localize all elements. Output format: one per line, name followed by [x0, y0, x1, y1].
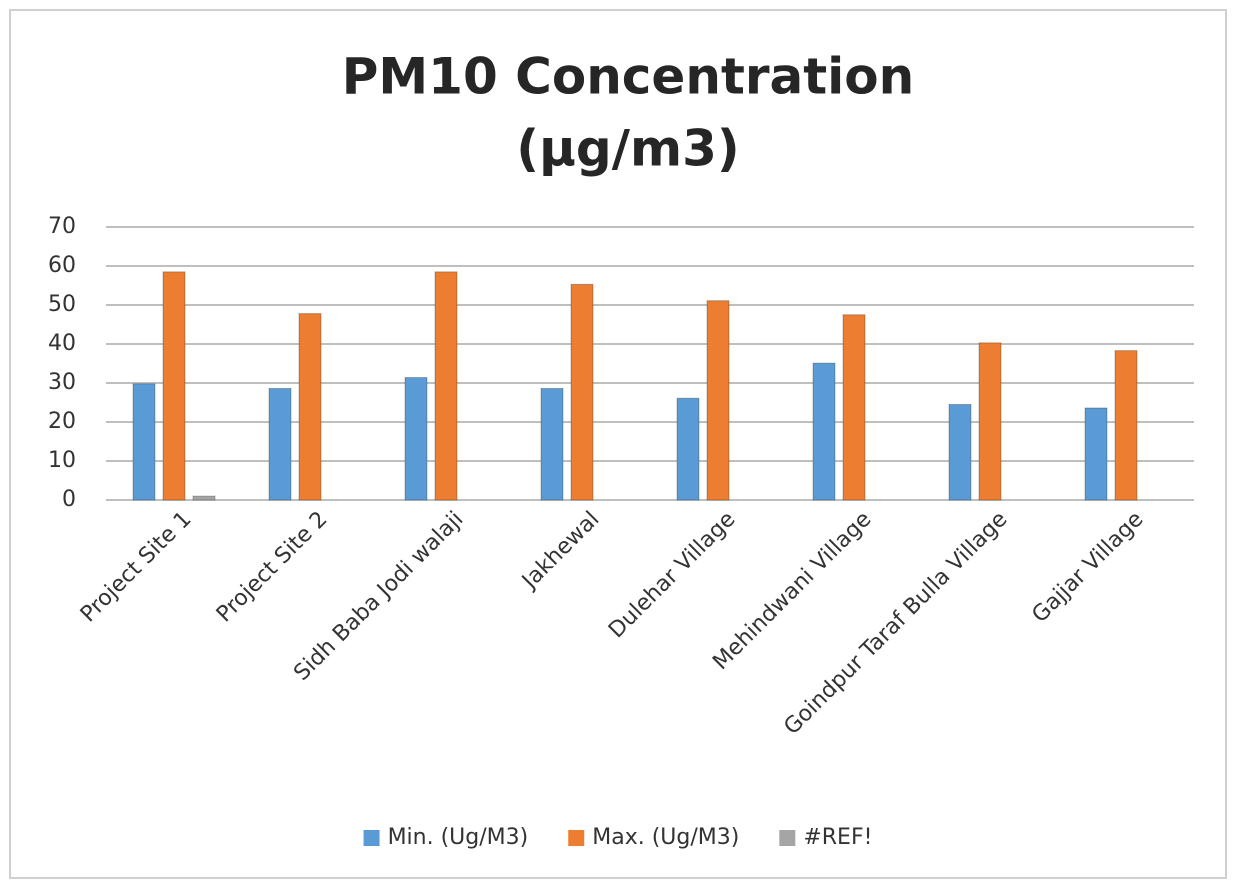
chart-title: (µg/m3)	[516, 120, 739, 178]
legend-swatch	[363, 830, 380, 846]
y-tick-label: 20	[48, 409, 76, 434]
bar	[268, 387, 292, 501]
bar	[162, 271, 186, 501]
bar	[1084, 407, 1108, 501]
legend-label: #REF!	[803, 825, 872, 850]
y-tick-label: 40	[48, 331, 76, 356]
bar	[1114, 350, 1138, 501]
bar	[132, 383, 156, 501]
bar	[812, 362, 836, 501]
y-tick-label: 10	[48, 448, 76, 473]
chart-title: PM10 Concentration	[342, 48, 914, 106]
bar	[540, 387, 564, 501]
bar	[434, 271, 458, 501]
bar	[192, 495, 216, 501]
y-tick-label: 60	[48, 253, 76, 278]
y-tick-label: 30	[48, 370, 76, 395]
bar	[706, 300, 730, 501]
bar	[298, 313, 322, 501]
legend-label: Max. (Ug/M3)	[592, 825, 739, 850]
bar	[978, 342, 1002, 501]
bar	[404, 377, 428, 501]
legend-label: Min. (Ug/M3)	[388, 825, 529, 850]
bar	[948, 403, 972, 501]
legend-swatch	[779, 830, 796, 846]
y-tick-label: 0	[62, 487, 76, 512]
bar	[570, 283, 594, 501]
bar	[842, 314, 866, 501]
y-tick-label: 70	[48, 214, 76, 239]
y-tick-label: 50	[48, 292, 76, 317]
bar	[676, 397, 700, 501]
legend-swatch	[568, 830, 585, 846]
chart-frame	[9, 9, 1227, 879]
